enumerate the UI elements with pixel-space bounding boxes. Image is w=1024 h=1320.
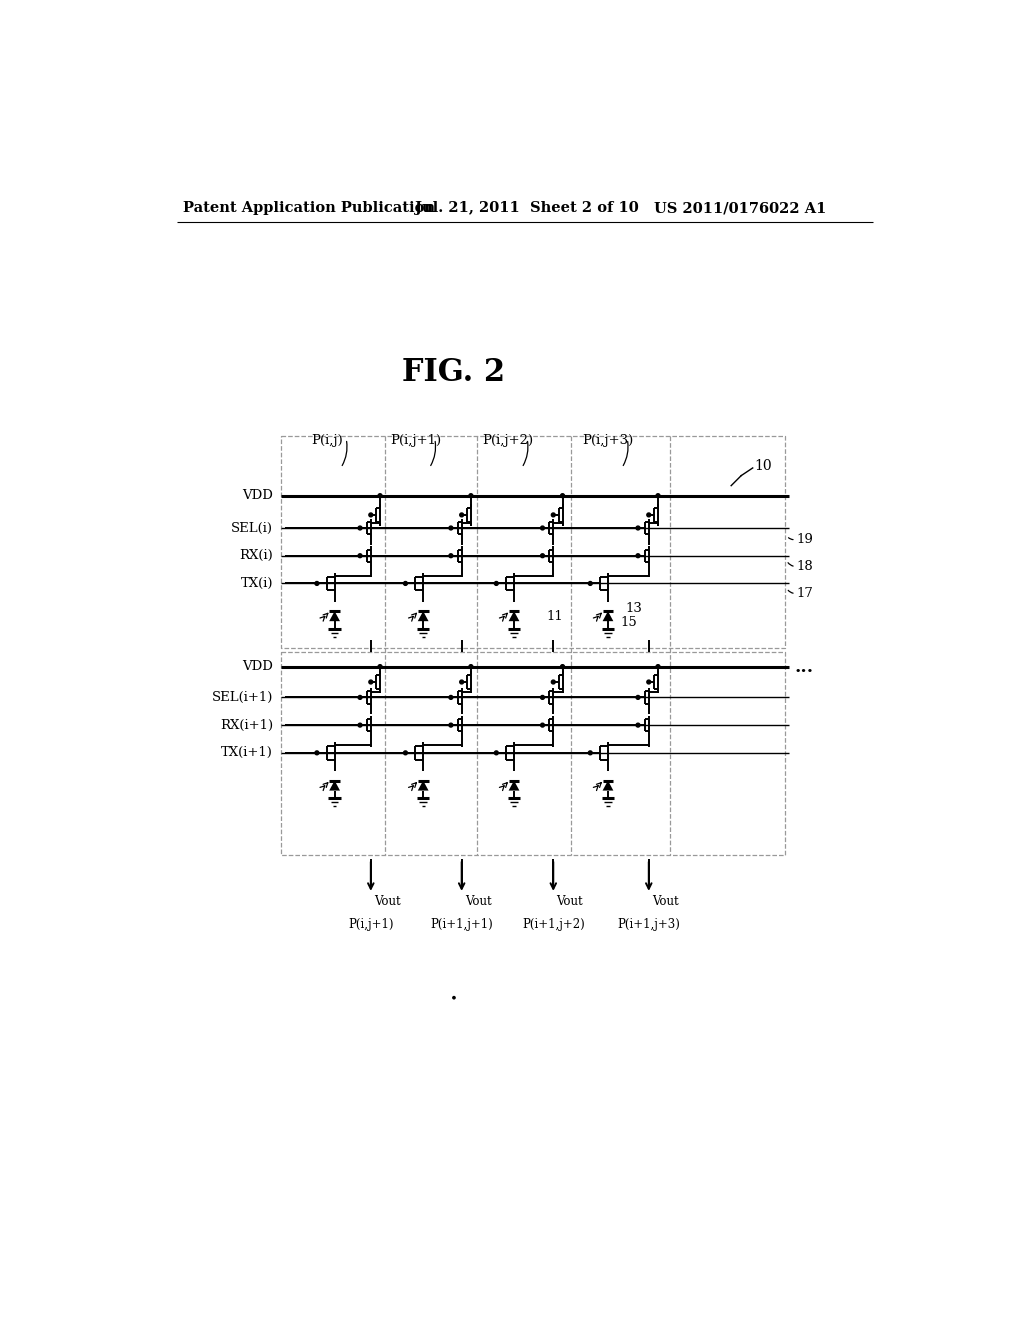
Polygon shape bbox=[418, 611, 429, 622]
Circle shape bbox=[358, 527, 361, 529]
Text: SEL(i+1): SEL(i+1) bbox=[212, 690, 273, 704]
Polygon shape bbox=[418, 780, 429, 791]
Circle shape bbox=[358, 554, 361, 557]
Circle shape bbox=[358, 723, 361, 727]
Circle shape bbox=[560, 494, 564, 498]
Circle shape bbox=[636, 554, 640, 557]
Text: 11: 11 bbox=[547, 610, 563, 623]
Circle shape bbox=[495, 751, 499, 755]
Circle shape bbox=[460, 680, 464, 684]
Text: Vout: Vout bbox=[374, 895, 400, 908]
Circle shape bbox=[369, 513, 373, 517]
Text: Patent Application Publication: Patent Application Publication bbox=[183, 202, 435, 215]
Circle shape bbox=[541, 527, 545, 529]
Text: P(i+1,j+3): P(i+1,j+3) bbox=[617, 917, 680, 931]
Text: FIG. 2: FIG. 2 bbox=[402, 356, 506, 388]
Text: 18: 18 bbox=[797, 560, 813, 573]
Text: P(i,j+3): P(i,j+3) bbox=[583, 434, 634, 447]
Polygon shape bbox=[509, 611, 519, 622]
Circle shape bbox=[541, 554, 545, 557]
Circle shape bbox=[656, 494, 659, 498]
Circle shape bbox=[378, 494, 382, 498]
Circle shape bbox=[636, 527, 640, 529]
Polygon shape bbox=[509, 780, 519, 791]
Circle shape bbox=[449, 554, 453, 557]
Circle shape bbox=[647, 680, 650, 684]
Text: P(i,j): P(i,j) bbox=[311, 434, 343, 447]
Circle shape bbox=[551, 680, 555, 684]
Text: Vout: Vout bbox=[652, 895, 679, 908]
Text: Jul. 21, 2011  Sheet 2 of 10: Jul. 21, 2011 Sheet 2 of 10 bbox=[416, 202, 639, 215]
Circle shape bbox=[460, 513, 464, 517]
Circle shape bbox=[589, 751, 592, 755]
Text: 17: 17 bbox=[797, 587, 813, 601]
Text: 13: 13 bbox=[626, 602, 642, 615]
Circle shape bbox=[647, 513, 650, 517]
Circle shape bbox=[378, 665, 382, 668]
Text: TX(i+1): TX(i+1) bbox=[221, 746, 273, 759]
Text: Vout: Vout bbox=[556, 895, 583, 908]
Circle shape bbox=[315, 751, 318, 755]
Circle shape bbox=[495, 582, 499, 585]
Text: US 2011/0176022 A1: US 2011/0176022 A1 bbox=[654, 202, 826, 215]
Text: P(i+1,j+1): P(i+1,j+1) bbox=[430, 917, 493, 931]
Circle shape bbox=[656, 665, 659, 668]
Text: ...: ... bbox=[795, 657, 813, 676]
Polygon shape bbox=[602, 780, 613, 791]
Circle shape bbox=[469, 494, 473, 498]
Circle shape bbox=[449, 527, 453, 529]
Text: P(i+1,j+2): P(i+1,j+2) bbox=[522, 917, 585, 931]
Text: P(i,j+1): P(i,j+1) bbox=[390, 434, 441, 447]
Circle shape bbox=[369, 680, 373, 684]
Circle shape bbox=[636, 723, 640, 727]
Polygon shape bbox=[602, 611, 613, 622]
Circle shape bbox=[469, 665, 473, 668]
Circle shape bbox=[403, 582, 408, 585]
Circle shape bbox=[589, 582, 592, 585]
Circle shape bbox=[449, 696, 453, 700]
Text: 10: 10 bbox=[755, 459, 772, 474]
Text: 19: 19 bbox=[797, 533, 813, 546]
Text: SEL(i): SEL(i) bbox=[231, 521, 273, 535]
Circle shape bbox=[541, 696, 545, 700]
Text: RX(i): RX(i) bbox=[240, 549, 273, 562]
Circle shape bbox=[551, 513, 555, 517]
Circle shape bbox=[449, 723, 453, 727]
Text: TX(i): TX(i) bbox=[241, 577, 273, 590]
Text: VDD: VDD bbox=[242, 490, 273, 502]
Circle shape bbox=[560, 665, 564, 668]
Polygon shape bbox=[330, 780, 340, 791]
Circle shape bbox=[403, 751, 408, 755]
Polygon shape bbox=[330, 611, 340, 622]
Text: VDD: VDD bbox=[242, 660, 273, 673]
Text: Vout: Vout bbox=[465, 895, 492, 908]
Circle shape bbox=[315, 582, 318, 585]
Text: RX(i+1): RX(i+1) bbox=[220, 718, 273, 731]
Circle shape bbox=[453, 997, 455, 999]
Text: P(i,j+1): P(i,j+1) bbox=[348, 917, 393, 931]
Circle shape bbox=[358, 696, 361, 700]
Circle shape bbox=[541, 723, 545, 727]
Text: 15: 15 bbox=[621, 616, 637, 630]
Text: P(i,j+2): P(i,j+2) bbox=[482, 434, 534, 447]
Circle shape bbox=[636, 696, 640, 700]
